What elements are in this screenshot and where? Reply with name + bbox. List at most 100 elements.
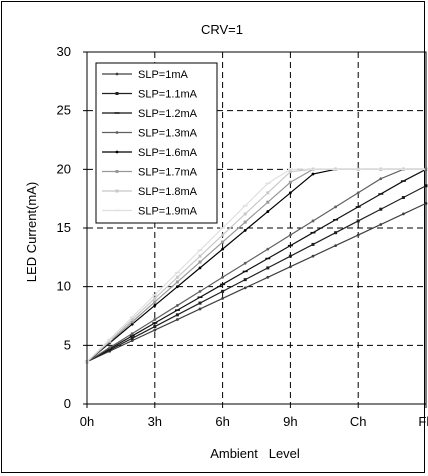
legend-label: SLP=1.1mA [138,89,198,101]
legend-marker [115,150,119,154]
data-point [130,339,134,343]
y-tick-label: 0 [64,396,71,411]
legend-entry: SLP=1.1mA [102,89,198,101]
legend-label: SLP=1.2mA [138,108,198,120]
series-1 [85,201,428,364]
data-point [288,254,292,258]
data-point [221,297,225,300]
data-point [198,307,202,311]
x-tick-label: 9h [283,414,297,429]
series-line [86,168,427,363]
legend-label: SLP=1.3mA [138,128,198,140]
data-point [311,219,315,223]
legend-entry: SLP=1mA [102,69,188,81]
data-point [311,172,315,176]
data-point [198,266,202,270]
legend-marker [115,72,119,76]
data-point [130,320,134,324]
data-point [356,219,360,223]
data-point [334,231,338,235]
data-point [175,275,179,279]
data-point [243,261,247,265]
data-point [198,254,202,258]
data-point [289,191,292,195]
data-point [379,177,383,181]
data-point [153,318,157,321]
data-point [243,286,247,290]
data-point [176,304,179,307]
data-point [175,313,179,317]
legend-marker [115,92,119,95]
legend-entry: SLP=1.9mA [102,206,198,218]
data-point [108,348,112,352]
data-point [153,304,157,307]
data-point [153,296,157,300]
series-line [86,168,426,363]
data-point [221,289,225,293]
data-point [356,191,360,195]
legend-label: SLP=1.6mA [138,147,198,159]
data-point [334,244,337,248]
data-point [243,278,247,282]
data-point [153,325,157,329]
legend-entry: SLP=1.7mA [102,167,198,179]
y-tick-label: 25 [57,103,71,118]
data-point [402,212,405,216]
y-axis-title: LED Current(mA) [24,182,39,282]
data-point [221,233,225,237]
data-point [266,275,270,279]
legend-marker [115,131,119,134]
data-point [130,336,134,340]
tick-labels: 0 5 10 15 20 25 30 0h 3h 6h 9h Ch Fh [57,44,428,429]
x-axis-title: Ambient Level [210,446,300,461]
series-line [86,202,427,363]
legend-entry: SLP=1.2mA [102,108,198,120]
data-point [356,233,360,237]
data-point [175,280,179,284]
data-point [108,339,112,343]
data-point [130,322,134,326]
data-point [266,247,270,251]
legend-label: SLP=1.7mA [138,167,198,179]
data-point [176,318,179,321]
series-8 [84,168,428,363]
data-point [153,328,157,332]
y-tick-label: 30 [57,44,71,59]
legend-marker [115,170,119,173]
legend-label: SLP=1.8mA [138,186,198,198]
legend-label: SLP=1.9mA [138,206,198,218]
data-point [243,212,247,216]
legend-entry: SLP=1.6mA [102,147,198,159]
series-line [86,185,427,363]
data-point [311,254,315,258]
x-tick-label: Ch [350,414,367,429]
data-point [288,180,292,184]
data-point [379,223,383,226]
x-tick-label: 0h [80,414,94,429]
data-point [221,275,225,279]
data-point [243,220,247,224]
data-point [176,285,179,289]
data-point [288,170,292,174]
data-point [334,205,337,209]
legend-box [95,62,218,224]
y-tick-label: 15 [57,220,71,235]
data-point [198,260,202,264]
y-tick-label: 10 [57,279,71,294]
y-tick-label: 5 [64,337,71,352]
x-tick-label: Fh [418,414,428,429]
y-tick-label: 20 [57,161,71,176]
legend-entry: SLP=1.8mA [102,186,198,198]
data-point [266,266,270,270]
data-point [266,210,270,213]
data-point [130,332,134,335]
data-point [198,289,202,293]
data-point [266,200,270,204]
data-point [401,195,405,199]
data-point [311,242,315,246]
x-tick-label: 3h [148,414,162,429]
chart-title: CRV=1 [201,22,243,37]
data-point [221,247,225,251]
